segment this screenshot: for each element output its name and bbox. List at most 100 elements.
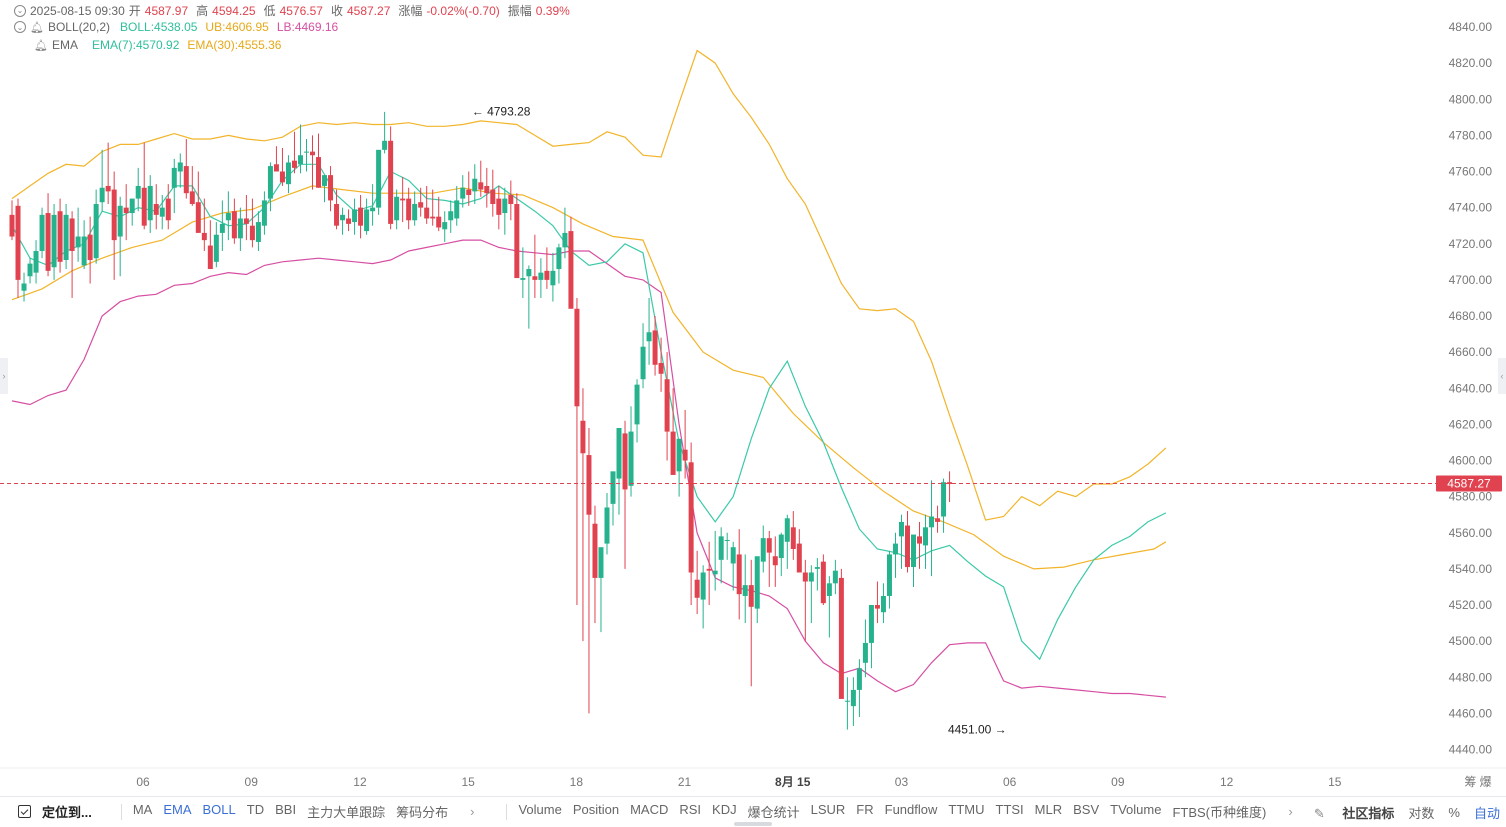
candle-body bbox=[652, 330, 658, 365]
collapse-icon[interactable]: ⌄ bbox=[14, 4, 26, 17]
ema-label[interactable]: EMA bbox=[51, 38, 78, 52]
candle-body bbox=[273, 164, 279, 172]
indicator-ma[interactable]: MA bbox=[132, 802, 153, 817]
indicator-bbi[interactable]: BBI bbox=[275, 802, 297, 817]
candle-body bbox=[334, 204, 340, 226]
candle-body bbox=[249, 225, 255, 241]
candle-body bbox=[322, 175, 328, 186]
candle-body bbox=[15, 205, 21, 280]
candle-body bbox=[297, 155, 303, 165]
candle-body bbox=[748, 585, 754, 607]
boll-label[interactable]: BOLL(20,2) bbox=[47, 20, 111, 34]
indicator-kdj[interactable]: KDJ bbox=[712, 802, 737, 817]
candle-body bbox=[550, 270, 556, 286]
indicator--6[interactable]: 筹码分布 bbox=[396, 805, 449, 820]
candle-body bbox=[754, 556, 760, 609]
indicator-tvolume[interactable]: TVolume bbox=[1110, 802, 1162, 817]
indicator-ema[interactable]: EMA bbox=[163, 802, 192, 817]
locate-button[interactable]: 定位到... bbox=[18, 802, 103, 821]
indicator-boll[interactable]: BOLL bbox=[202, 802, 236, 817]
candle-body bbox=[808, 572, 814, 582]
candle-body bbox=[874, 605, 880, 609]
chevron-right-icon[interactable]: › bbox=[1288, 804, 1293, 819]
y-tick-label: 4700.00 bbox=[1449, 273, 1493, 287]
indicator--5[interactable]: 主力大单跟踪 bbox=[307, 805, 386, 820]
candle-body bbox=[826, 583, 832, 596]
candle-body bbox=[838, 577, 844, 699]
candle-body bbox=[616, 427, 622, 479]
candle-body bbox=[340, 214, 346, 221]
candle-body bbox=[111, 189, 117, 241]
y-tick-label: 4600.00 bbox=[1449, 454, 1493, 468]
candle-body bbox=[33, 250, 39, 273]
current-price-tag bbox=[1436, 475, 1502, 492]
auto-scale-button[interactable]: 自动 bbox=[1473, 805, 1500, 821]
indicator--5[interactable]: 爆仓统计 bbox=[747, 805, 800, 820]
candle-body bbox=[189, 191, 195, 205]
candle-body bbox=[201, 232, 207, 241]
candle-body bbox=[923, 527, 929, 546]
edit-icon: ✎ bbox=[1313, 805, 1325, 821]
bell-icon[interactable]: 🔔︎ bbox=[30, 21, 44, 34]
y-tick-label: 4520.00 bbox=[1449, 598, 1493, 612]
y-tick-label: 4640.00 bbox=[1449, 381, 1493, 395]
percent-scale-button[interactable]: % bbox=[1448, 804, 1460, 820]
low-price-annotation: 4451.00 → bbox=[948, 723, 1007, 737]
candle-body bbox=[478, 182, 484, 190]
candle-body bbox=[346, 218, 352, 224]
candlestick-chart[interactable]: 4840.00 4820.00 4800.00 4780.00 4760.00 4740.… bbox=[0, 0, 1506, 796]
indicator-ttsi[interactable]: TTSI bbox=[995, 802, 1024, 817]
indicator-volume[interactable]: Volume bbox=[518, 802, 562, 817]
left-collapse-tab[interactable]: › bbox=[0, 358, 8, 394]
candle-body bbox=[219, 223, 225, 233]
indicator-position[interactable]: Position bbox=[572, 802, 620, 817]
log-scale-button[interactable]: 对数 bbox=[1408, 805, 1435, 821]
candle-body bbox=[694, 579, 700, 598]
right-collapse-tab[interactable]: ‹ bbox=[1498, 358, 1506, 394]
candle-body bbox=[538, 272, 544, 280]
resize-handle[interactable] bbox=[734, 822, 772, 826]
candle-body bbox=[99, 187, 105, 203]
candle-body bbox=[911, 534, 916, 568]
change-value: -0.02%(-0.70) bbox=[426, 3, 500, 18]
candle-body bbox=[676, 438, 682, 472]
boll-value: BOLL:4538.05 bbox=[120, 20, 198, 34]
candle-body bbox=[544, 270, 550, 280]
collapse-icon[interactable]: ⌄ bbox=[14, 21, 26, 33]
x-tick-label: 09 bbox=[1111, 775, 1125, 789]
indicator-ttmu[interactable]: TTMU bbox=[948, 802, 985, 817]
y-tick-label: 4720.00 bbox=[1449, 237, 1493, 251]
candle-body bbox=[760, 538, 766, 562]
candle-body bbox=[57, 211, 63, 262]
indicator-rsi[interactable]: RSI bbox=[679, 802, 702, 817]
candle-body bbox=[291, 160, 297, 168]
indicator-macd[interactable]: MACD bbox=[630, 802, 669, 817]
sub-indicator-list: Volume Position MACD RSI KDJ 爆仓统计 LSUR FR Fundfl… bbox=[518, 802, 1277, 821]
candle-body bbox=[285, 162, 291, 185]
candle-body bbox=[153, 204, 159, 215]
candle-body bbox=[207, 245, 213, 270]
indicator-bsv[interactable]: BSV bbox=[1073, 802, 1100, 817]
indicator-mlr[interactable]: MLR bbox=[1034, 802, 1063, 817]
community-indicator-button[interactable]: ✎ 社区指标 bbox=[1313, 805, 1395, 821]
candle-body bbox=[370, 207, 376, 212]
candle-body bbox=[165, 198, 171, 221]
y-tick-label: 4500.00 bbox=[1449, 634, 1493, 648]
y-tick-label: 4740.00 bbox=[1449, 201, 1493, 215]
candle-body bbox=[784, 518, 790, 542]
bell-icon[interactable]: 🔔︎ bbox=[34, 39, 48, 52]
candle-body bbox=[147, 185, 153, 221]
indicator-ftbs[interactable]: FTBS(币种维度) bbox=[1172, 805, 1267, 820]
indicator-fundflow[interactable]: Fundflow bbox=[884, 802, 938, 817]
candle-body bbox=[225, 213, 231, 221]
candle-body bbox=[658, 362, 664, 374]
indicator-lsur[interactable]: LSUR bbox=[810, 802, 846, 817]
y-tick-label: 4620.00 bbox=[1449, 417, 1493, 431]
indicator-td[interactable]: TD bbox=[246, 802, 265, 817]
chevron-right-icon[interactable]: › bbox=[470, 804, 475, 819]
candle-body bbox=[796, 543, 802, 573]
candle-body bbox=[75, 236, 81, 248]
y-tick-label: 4840.00 bbox=[1449, 20, 1493, 34]
indicator-fr[interactable]: FR bbox=[856, 802, 874, 817]
candle-body bbox=[604, 507, 610, 544]
